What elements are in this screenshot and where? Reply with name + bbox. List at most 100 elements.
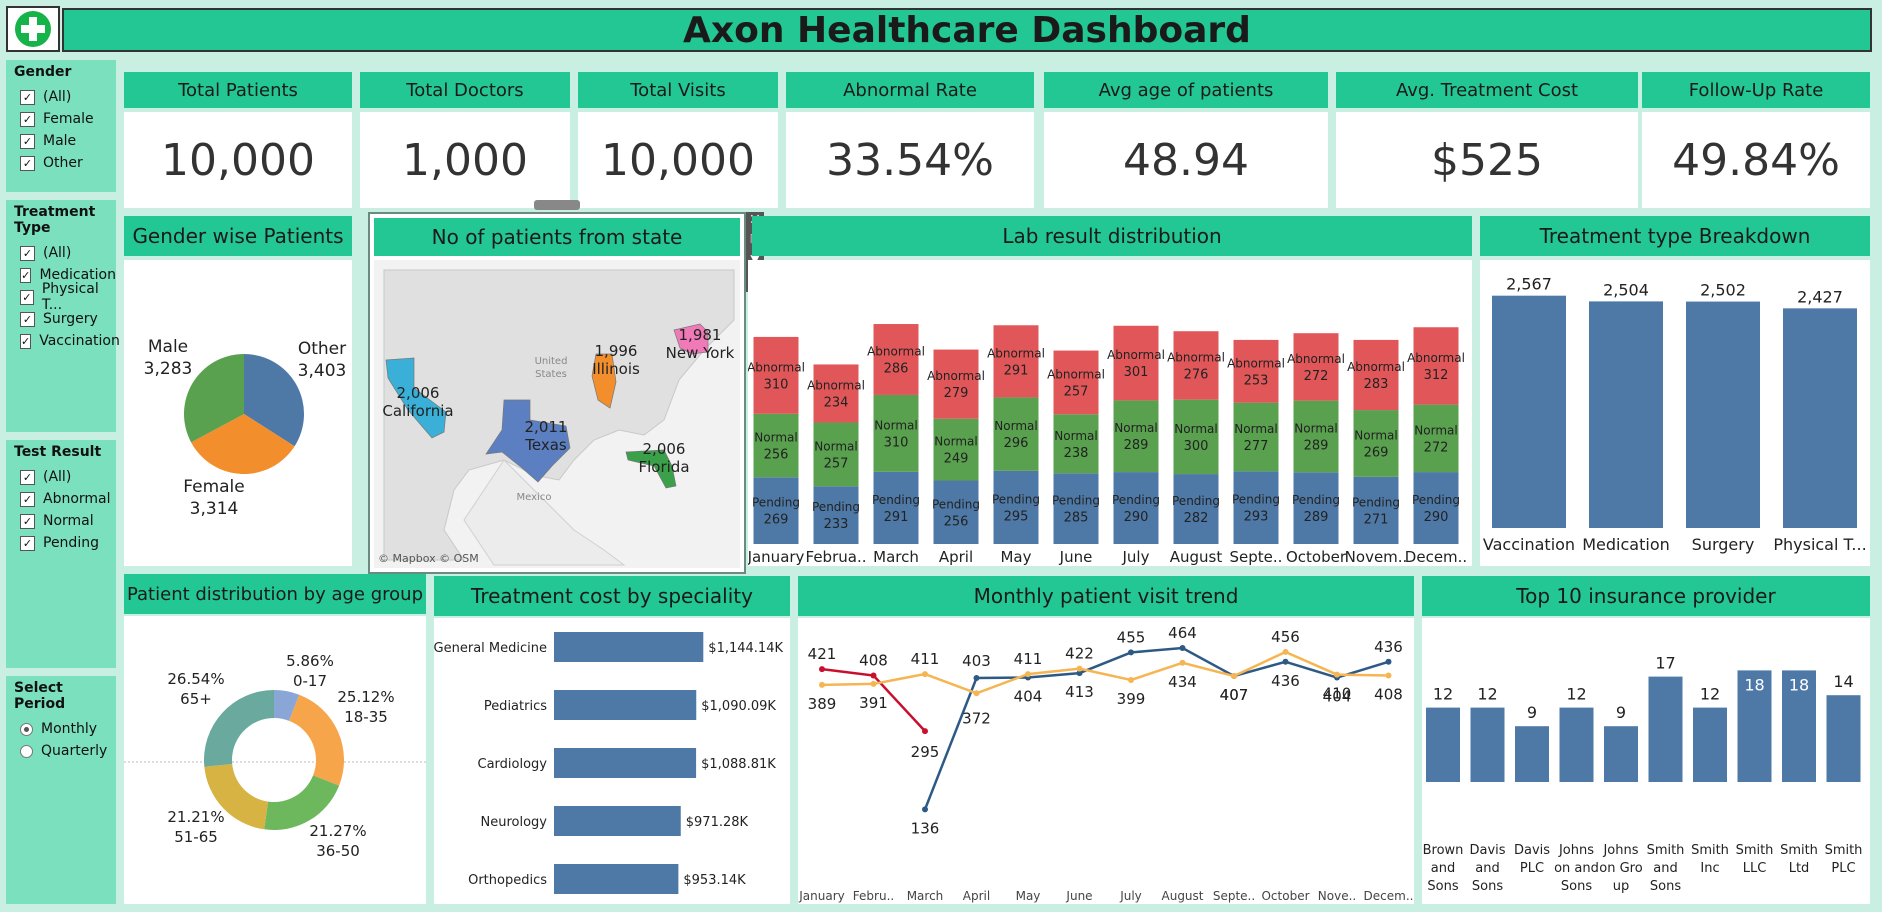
trend-point[interactable] [1385, 672, 1392, 679]
stacked-bar-segment[interactable] [993, 470, 1039, 544]
bar[interactable] [554, 632, 704, 662]
state-region[interactable] [485, 399, 571, 483]
donut-slice[interactable] [264, 775, 340, 830]
filter-treatment-item[interactable]: ✓ (All) [20, 242, 116, 264]
trend-point[interactable] [1076, 670, 1083, 677]
checkbox-icon[interactable]: ✓ [20, 333, 32, 349]
checkbox-icon[interactable]: ✓ [20, 267, 32, 283]
trend-point[interactable] [1282, 658, 1289, 665]
bar[interactable] [554, 690, 697, 720]
stacked-bar-segment[interactable] [873, 324, 919, 395]
bar[interactable] [1783, 308, 1857, 528]
trend-point[interactable] [922, 671, 928, 678]
trend-point[interactable] [1128, 676, 1134, 683]
filter-test-item[interactable]: ✓ Abnormal [20, 488, 116, 510]
radio-icon[interactable] [20, 744, 33, 758]
stacked-bar-segment[interactable] [1413, 472, 1459, 544]
stacked-bar-segment[interactable] [1173, 331, 1219, 400]
bar[interactable] [1693, 707, 1727, 782]
stacked-bar-segment[interactable] [753, 413, 799, 478]
bar[interactable] [1470, 707, 1505, 782]
bar[interactable] [554, 748, 697, 778]
filter-gender-item[interactable]: ✓ Male [20, 130, 116, 152]
stacked-bar-segment[interactable] [1113, 400, 1159, 473]
donut-slice[interactable] [204, 764, 269, 830]
state-region[interactable] [673, 323, 709, 355]
filter-period-item[interactable]: Quarterly [20, 740, 116, 762]
donut-slice[interactable] [289, 694, 344, 786]
stacked-bar-segment[interactable] [753, 336, 799, 414]
trend-point[interactable] [1076, 665, 1083, 672]
trend-point[interactable] [870, 680, 877, 687]
filter-gender-item[interactable]: ✓ Other [20, 152, 116, 174]
stacked-bar-segment[interactable] [1353, 410, 1399, 477]
state-region[interactable] [385, 357, 447, 439]
filter-test-item[interactable]: ✓ (All) [20, 466, 116, 488]
stacked-bar-segment[interactable] [1173, 474, 1219, 544]
stacked-bar-segment[interactable] [1233, 339, 1279, 403]
checkbox-icon[interactable]: ✓ [20, 535, 35, 551]
state-region[interactable] [591, 353, 617, 409]
filter-treatment-item[interactable]: ✓ Vaccination [20, 330, 120, 352]
filter-gender-item[interactable]: ✓ (All) [20, 86, 116, 108]
trend-point[interactable] [1282, 648, 1289, 655]
filter-test-item[interactable]: ✓ Normal [20, 510, 116, 532]
trend-point[interactable] [819, 666, 825, 673]
checkbox-icon[interactable]: ✓ [20, 513, 35, 529]
pie-slice[interactable] [191, 414, 295, 474]
trend-point[interactable] [819, 681, 825, 688]
checkbox-icon[interactable]: ✓ [20, 245, 35, 261]
trend-point[interactable] [1231, 673, 1237, 680]
bar[interactable] [1559, 707, 1594, 782]
trend-point[interactable] [973, 675, 980, 682]
pie-slice[interactable] [244, 354, 304, 447]
stacked-bar-segment[interactable] [813, 486, 859, 544]
filter-treatment-item[interactable]: ✓ Medication [20, 264, 116, 286]
bar[interactable] [1492, 295, 1566, 528]
checkbox-icon[interactable]: ✓ [20, 111, 35, 127]
bar[interactable] [1589, 301, 1663, 528]
stacked-bar-segment[interactable] [1173, 399, 1219, 475]
stacked-bar-segment[interactable] [1053, 473, 1099, 544]
donut-slice[interactable] [274, 690, 300, 721]
donut-slice[interactable] [204, 690, 274, 767]
trend-line[interactable] [821, 650, 1389, 695]
bar[interactable] [554, 864, 679, 894]
stacked-bar-segment[interactable] [813, 422, 859, 487]
trend-point[interactable] [1128, 649, 1134, 656]
bar[interactable] [1737, 670, 1772, 782]
bar[interactable] [1515, 726, 1549, 782]
checkbox-icon[interactable]: ✓ [20, 491, 35, 507]
stacked-bar-segment[interactable] [1053, 350, 1099, 415]
stacked-bar-segment[interactable] [873, 471, 919, 544]
checkbox-icon[interactable]: ✓ [20, 469, 35, 485]
stacked-bar-segment[interactable] [813, 364, 859, 423]
pie-slice[interactable] [183, 354, 244, 443]
stacked-bar-segment[interactable] [933, 480, 979, 544]
stacked-bar-segment[interactable] [1233, 402, 1279, 472]
stacked-bar-segment[interactable] [933, 418, 979, 481]
stacked-bar-segment[interactable] [993, 397, 1039, 471]
stacked-bar-segment[interactable] [993, 325, 1039, 398]
checkbox-icon[interactable]: ✓ [20, 289, 34, 305]
stacked-bar-segment[interactable] [1353, 339, 1399, 411]
bar[interactable] [1826, 695, 1861, 782]
filter-icon[interactable]: ▼ [750, 252, 760, 266]
trend-point[interactable] [922, 728, 928, 735]
stacked-bar-segment[interactable] [1413, 327, 1459, 405]
filter-treatment-item[interactable]: ✓ Surgery [20, 308, 116, 330]
stacked-bar-segment[interactable] [1293, 333, 1339, 401]
stacked-bar-segment[interactable] [1233, 471, 1279, 544]
stacked-bar-segment[interactable] [1053, 414, 1099, 474]
stacked-bar-segment[interactable] [873, 394, 919, 472]
bar[interactable] [1782, 670, 1816, 782]
trend-point[interactable] [922, 806, 928, 813]
stacked-bar-segment[interactable] [1293, 400, 1339, 473]
trend-point[interactable] [1385, 658, 1392, 665]
stacked-bar-segment[interactable] [1413, 404, 1459, 473]
bar[interactable] [1648, 676, 1683, 782]
trend-point[interactable] [870, 672, 877, 679]
trend-line[interactable] [923, 646, 1389, 810]
filter-treatment-item[interactable]: ✓ Physical T... [20, 281, 116, 313]
trend-point[interactable] [973, 690, 980, 697]
